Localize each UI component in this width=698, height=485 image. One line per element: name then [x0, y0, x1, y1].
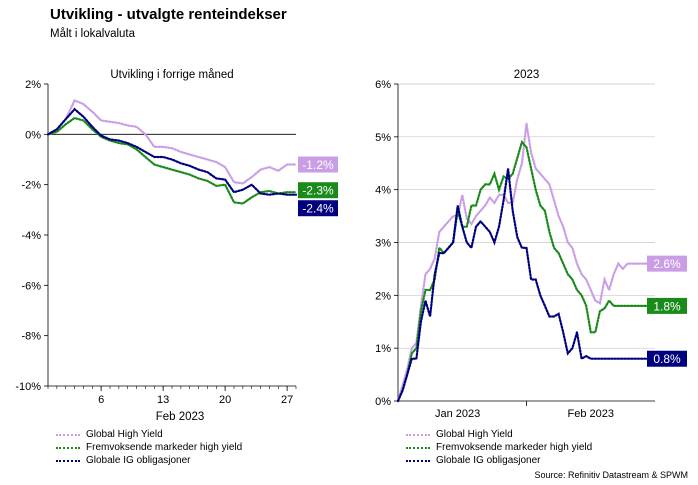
legend-swatch-global-ig	[406, 459, 430, 462]
y-tick-label: 4%	[375, 185, 391, 197]
series-line-1	[396, 139, 657, 403]
legend-swatch-global-high-yield	[406, 433, 430, 436]
legend-label: Fremvoksende markeder high yield	[436, 442, 593, 453]
end-label-text: 2.6%	[653, 257, 681, 271]
series-line-0	[46, 98, 298, 185]
x-tick-label: Feb 2023	[568, 408, 614, 420]
x-tick-label: 20	[219, 394, 231, 406]
legend-left: Global High Yield Fremvoksende markeder …	[56, 428, 242, 467]
y-tick-label: -8%	[21, 331, 41, 343]
end-label-box	[647, 255, 687, 272]
x-tick-label: Jan 2023	[435, 408, 480, 420]
legend-item-global-high-yield: Global High Yield	[406, 428, 592, 441]
legend-right: Global High Yield Fremvoksende markeder …	[406, 428, 592, 467]
x-tick-label: 27	[281, 394, 293, 406]
legend-swatch-emerging-high-yield	[406, 446, 430, 449]
x-tick-label: 13	[157, 394, 169, 406]
page-subtitle: Målt i lokalvaluta	[50, 28, 136, 40]
x-axis-label: Feb 2023	[156, 411, 205, 423]
legend-item-emerging-high-yield: Fremvoksende markeder high yield	[406, 441, 592, 454]
source-note: Source: Refinitiv Datastream & SPWM	[534, 470, 688, 480]
legend-label: Global High Yield	[86, 429, 163, 440]
y-tick-label: 6%	[375, 79, 391, 91]
end-label-text: -2.4%	[302, 202, 334, 216]
legend-item-global-ig: Globale IG obligasjoner	[406, 454, 592, 467]
end-label-text: 0.8%	[653, 352, 681, 366]
legend-label: Globale IG obligasjoner	[436, 455, 541, 466]
legend-label: Globale IG obligasjoner	[86, 455, 191, 466]
y-tick-label: -4%	[21, 230, 41, 242]
y-tick-label: -10%	[15, 381, 41, 393]
end-label-text: 1.8%	[653, 299, 681, 313]
y-tick-label: 0%	[375, 396, 391, 408]
legend-label: Global High Yield	[436, 429, 513, 440]
legend-item-global-ig: Globale IG obligasjoner	[56, 454, 242, 467]
legend-swatch-global-ig	[56, 459, 80, 462]
end-label-text: -2.3%	[302, 184, 334, 198]
y-tick-label: 0%	[25, 129, 41, 141]
y-tick-label: 3%	[375, 238, 391, 250]
chart-title: Utvikling i forrige måned	[110, 69, 233, 81]
page-title: Utvikling - utvalgte renteindekser	[50, 6, 287, 23]
chart-title: 2023	[514, 69, 540, 81]
end-label-box	[298, 156, 338, 173]
y-tick-label: 1%	[375, 343, 391, 355]
y-tick-label: 2%	[25, 79, 41, 91]
end-label-box	[298, 200, 338, 217]
y-tick-label: 2%	[375, 290, 391, 302]
end-label-box	[647, 350, 687, 367]
y-tick-label: -2%	[21, 180, 41, 192]
x-tick-label: 6	[98, 394, 104, 406]
series-line-2	[46, 107, 298, 196]
series-line-1	[46, 116, 298, 205]
legend-swatch-global-high-yield	[56, 433, 80, 436]
end-label-box	[298, 182, 338, 199]
y-tick-label: -6%	[21, 280, 41, 292]
legend-label: Fremvoksende markeder high yield	[86, 442, 243, 453]
legend-item-emerging-high-yield: Fremvoksende markeder high yield	[56, 441, 242, 454]
end-label-text: -1.2%	[302, 158, 334, 172]
series-line-0	[396, 123, 657, 403]
series-line-2	[396, 168, 657, 403]
legend-swatch-emerging-high-yield	[56, 446, 80, 449]
y-tick-label: 5%	[375, 132, 391, 144]
legend-item-global-high-yield: Global High Yield	[56, 428, 242, 441]
end-label-box	[647, 297, 687, 314]
